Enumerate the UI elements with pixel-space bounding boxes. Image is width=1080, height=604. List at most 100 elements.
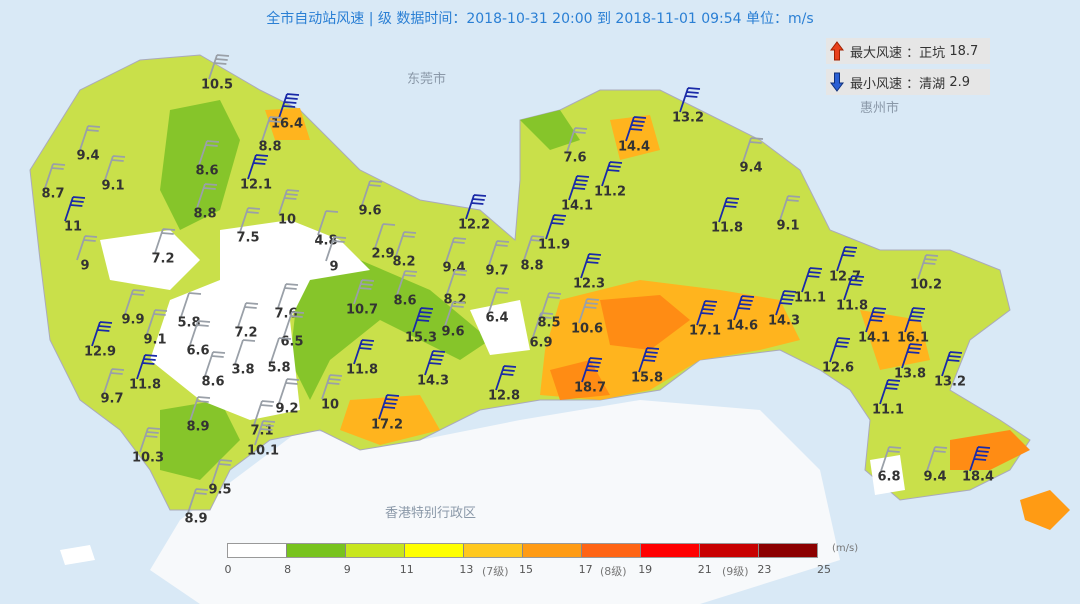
station-wind-value: 9 [329, 259, 339, 275]
station-wind-value: 11.8 [710, 220, 744, 236]
wind-barb-icon [917, 254, 939, 280]
place-dongguan: 东莞市 [407, 72, 447, 87]
station-wind-value: 12.8 [487, 388, 521, 404]
station-wind-value: 13.2 [933, 374, 967, 390]
wind-barb-icon [488, 240, 510, 266]
color-swatch [759, 544, 817, 557]
arrow-down-icon [830, 72, 844, 92]
scale-tick: 15 [519, 563, 533, 576]
wind-barb-icon [277, 283, 299, 309]
station-wind-value: 8.2 [392, 254, 416, 270]
color-swatch [228, 544, 287, 557]
wind-barb-icon [733, 295, 755, 321]
station-wind-value: 9.4 [76, 148, 100, 164]
wind-barb-icon [445, 237, 467, 263]
wind-barb-icon [446, 269, 468, 295]
island [1020, 490, 1070, 530]
station-wind-value: 14.1 [857, 330, 891, 346]
station-wind-value: 7.5 [236, 230, 260, 246]
station-wind-value: 9.6 [358, 203, 382, 219]
station-wind-value: 18.7 [573, 380, 607, 396]
arrow-up-icon [830, 41, 844, 61]
scale-level: (7级) [482, 565, 509, 578]
wind-barb-icon [495, 365, 517, 391]
station-wind-value: 11.9 [537, 237, 571, 253]
station-wind-value: 11.8 [345, 362, 379, 378]
wind-barb-icon [278, 378, 300, 404]
station-wind-value: 10.7 [345, 302, 379, 318]
wind-barb-icon [625, 116, 647, 142]
max-label: 最大风速 [850, 45, 903, 61]
color-swatch [641, 544, 700, 557]
station-wind-value: 8.7 [41, 186, 65, 202]
wind-barb-icon [180, 292, 202, 318]
station-wind-value: 13.8 [893, 366, 927, 382]
high-wind-zone [600, 295, 690, 350]
place-hongkong: 香港特别行政区 [385, 506, 477, 521]
station-wind-value: 10 [320, 397, 340, 413]
wind-barb-icon [836, 246, 858, 272]
station-wind-value: 10 [277, 212, 297, 228]
station-wind-value: 12.6 [821, 360, 855, 376]
wind-barb-icon [187, 488, 209, 514]
station-wind-value: 15.3 [404, 330, 438, 346]
station-wind-value: 11.8 [128, 377, 162, 393]
wind-barb-icon [154, 228, 176, 254]
min-wind-box: 最小风速 ：清湖 2.9 [826, 69, 990, 95]
station-wind-value: 9.4 [739, 160, 763, 176]
legend-unit: (m/s) [832, 543, 859, 554]
station-wind-value: 8.9 [186, 419, 210, 435]
wind-barb-icon [374, 223, 396, 249]
station-wind-value: 10.6 [570, 321, 604, 337]
wind-barb-icon [103, 368, 125, 394]
station-wind-value: 12.3 [572, 276, 606, 292]
wind-barb-icon [488, 287, 510, 313]
wind-barb-icon [829, 337, 851, 363]
station-wind-value: 8.9 [184, 511, 208, 527]
wind-barb-icon [124, 289, 146, 315]
station-wind-value: 11.2 [593, 184, 627, 200]
scale-tick: 21 [697, 563, 712, 576]
wind-barb-icon [696, 300, 718, 326]
color-swatch [582, 544, 641, 557]
wind-barb-icon [247, 154, 269, 180]
wind-barb-icon [545, 214, 567, 240]
station-wind-value: 9.2 [275, 401, 299, 417]
station-wind-value: 12.9 [83, 344, 117, 360]
wind-barb-icon [580, 253, 602, 279]
station-wind-value: 9.6 [441, 324, 465, 340]
wind-barb-icon [253, 400, 275, 426]
wind-barb-icon [283, 311, 305, 337]
station-wind-value: 13.2 [671, 110, 705, 126]
station-wind-value: 17.2 [370, 417, 404, 433]
map-title: 全市自动站风速 | 级 数据时间：2018-10-31 20:00 到 2018… [266, 11, 814, 27]
wind-barb-icon [424, 350, 446, 376]
place-huizhou: 惠州市 [860, 101, 900, 116]
station-wind-value: 11 [63, 219, 83, 235]
station-wind-value: 15.8 [630, 370, 664, 386]
wind-barb-icon [189, 396, 211, 422]
station-wind-value: 8.6 [195, 163, 219, 179]
station-wind-value: 11.8 [835, 298, 869, 314]
scale-tick: 0 [224, 563, 232, 576]
green-zone [160, 100, 240, 230]
station-wind-value: 9.1 [101, 178, 125, 194]
station-wind-value: 7.2 [234, 325, 258, 341]
scale-level: (8级) [600, 565, 627, 578]
station-wind-value: 9.1 [143, 332, 167, 348]
station-wind-value: 8.2 [443, 292, 467, 308]
station-wind-value: 16.1 [896, 330, 930, 346]
wind-barb-icon [742, 137, 764, 163]
wind-barb-icon [136, 354, 158, 380]
station-wind-value: 14.4 [617, 139, 651, 155]
wind-barb-icon [261, 116, 283, 142]
station-wind-value: 16.4 [270, 116, 304, 132]
station-wind-value: 10.5 [200, 77, 234, 93]
wind-barb-icon [146, 309, 168, 335]
scale-tick: 9 [343, 563, 351, 576]
station-wind-value: 2.9 [371, 246, 395, 262]
station-wind-value: 8.8 [520, 258, 544, 274]
wind-barb-icon [361, 180, 383, 206]
wind-barb-icon [321, 374, 343, 400]
low-wind-zone [870, 455, 905, 495]
